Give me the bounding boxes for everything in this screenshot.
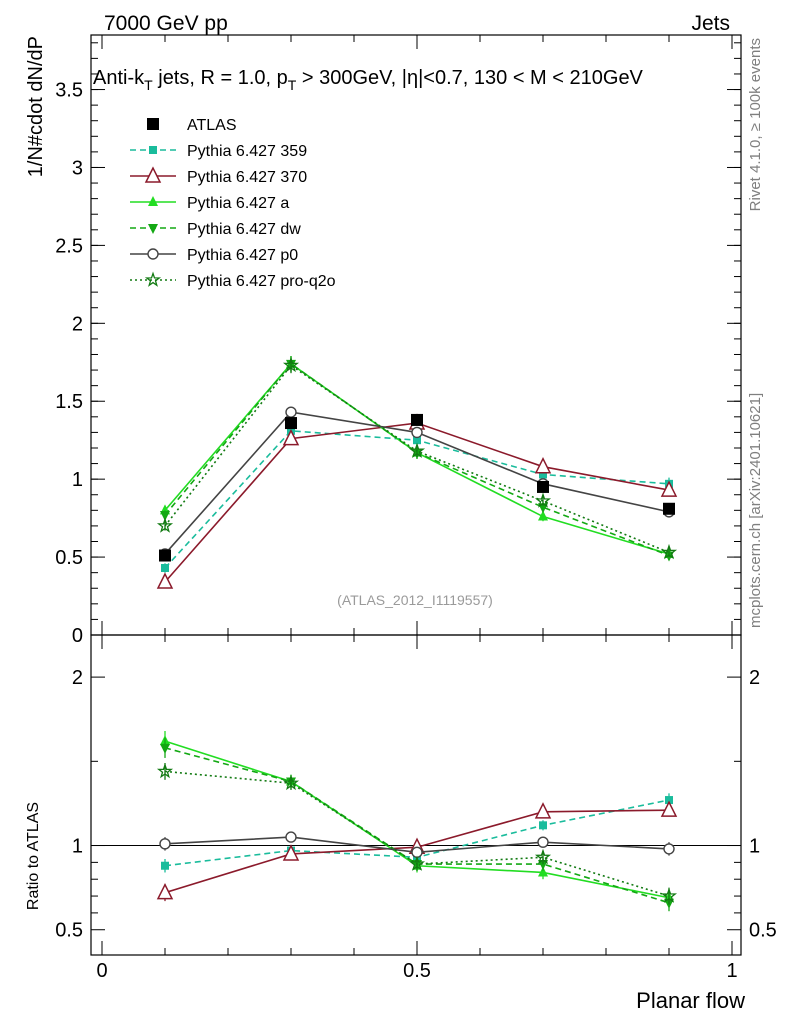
- ratio-y-axis-label: Ratio to ATLAS: [25, 802, 42, 910]
- series-1-ratio-point: [534, 802, 552, 819]
- legend-label-5: Pythia 6.427 pro-q2o: [187, 273, 336, 290]
- legend-label-atlas: ATLAS: [187, 117, 237, 134]
- legend-label-3: Pythia 6.427 dw: [187, 221, 301, 238]
- series-5-point: [156, 517, 174, 533]
- analysis-id-watermark: (ATLAS_2012_I1119557): [337, 592, 493, 608]
- legend-marker-0: [149, 146, 157, 154]
- series-3-ratio-point: [160, 743, 170, 754]
- series-5-point: [534, 492, 552, 508]
- mcplots-label: mcplots.cern.ch [arXiv:2401.10621]: [747, 393, 764, 628]
- atlas-data-point: [285, 417, 297, 430]
- series-0-point: [413, 436, 421, 445]
- series-2-point: [538, 510, 548, 521]
- ratio-plot-frame: [90, 634, 742, 956]
- atlas-data-point: [159, 549, 171, 562]
- series-3-ratio-line: [164, 747, 670, 904]
- series-4-point: [411, 426, 423, 439]
- series-5-ratio-point: [660, 887, 678, 903]
- rivet-version-label: Rivet 4.1.0, ≥ 100k events: [747, 38, 764, 211]
- x-axis-label: Planar flow: [636, 988, 745, 1013]
- y-tick-label: 2: [72, 313, 83, 335]
- series-1-ratio-point: [156, 883, 174, 900]
- series-4-ratio-point: [537, 836, 549, 848]
- series-3-ratio-point: [538, 860, 548, 871]
- legend-marker-4: [147, 248, 159, 260]
- legend-marker-2: [148, 196, 158, 206]
- atlas-data-point: [411, 413, 423, 426]
- series-5-point: [408, 442, 426, 459]
- x-tick-label: 0.5: [403, 960, 431, 982]
- legend: ATLAS Pythia 6.427 359 Pythia 6.427 370 Pyt…: [130, 117, 336, 290]
- series-1-ratio-point: [282, 844, 300, 861]
- y-axis-label: 1/N#cdot dN/dP: [25, 36, 47, 177]
- series-4-ratio-point: [285, 831, 297, 843]
- series-0-ratio-point: [161, 861, 169, 870]
- process-label: Jets: [691, 12, 730, 35]
- series-4-ratio-point: [159, 838, 171, 850]
- series-3-line: [164, 362, 670, 557]
- series-0-point: [161, 563, 169, 572]
- legend-marker-1: [144, 166, 162, 183]
- legend-label-4: Pythia 6.427 p0: [187, 247, 298, 264]
- ratio-tick-label-left: 1: [72, 836, 83, 858]
- ratio-tick-label-right: 2: [749, 667, 760, 689]
- y-tick-label: 3: [72, 157, 83, 179]
- series-5-point: [660, 543, 678, 560]
- series-4-point: [285, 406, 297, 418]
- legend-marker-atlas: [147, 118, 159, 130]
- y-tick-label: 0.5: [55, 547, 83, 569]
- ratio-tick-label-right: 0.5: [749, 920, 777, 942]
- series-0-point: [539, 470, 547, 479]
- series-1-point: [660, 480, 678, 497]
- legend-marker-3: [148, 224, 158, 234]
- series-2-ratio-line: [164, 740, 670, 899]
- atlas-data-point: [663, 502, 675, 515]
- series-5-point: [282, 356, 300, 373]
- series-1-point: [156, 572, 174, 589]
- y-tick-label: 1.5: [55, 391, 83, 413]
- series-2-ratio-point: [538, 866, 548, 877]
- x-tick-label: 0: [96, 960, 107, 982]
- y-tick-label: 3.5: [55, 80, 83, 102]
- series-0-ratio-point: [539, 821, 547, 830]
- ratio-tick-label-left: 2: [72, 667, 83, 689]
- series-5-ratio-point: [408, 855, 426, 871]
- series-5-ratio-point: [282, 774, 300, 791]
- legend-label-2: Pythia 6.427 a: [187, 195, 289, 212]
- ratio-tick-label-left: 0.5: [55, 920, 83, 942]
- atlas-data-point: [537, 480, 549, 493]
- series-1-point: [282, 428, 300, 446]
- series-5-ratio-point: [534, 848, 552, 865]
- x-tick-label: 1: [726, 960, 737, 982]
- y-tick-label: 1: [72, 469, 83, 491]
- series-3-point: [160, 511, 170, 521]
- series-1-ratio-point: [660, 800, 678, 817]
- series-5-ratio-point: [156, 762, 174, 779]
- legend-marker-5: [144, 271, 162, 287]
- series-4-ratio-point: [663, 843, 675, 855]
- series-1-point: [534, 457, 552, 474]
- series-5-ratio-line: [164, 770, 670, 897]
- y-tick-label: 0: [72, 625, 83, 647]
- y-tick-label: 2.5: [55, 235, 83, 257]
- series-0-ratio-point: [665, 796, 673, 805]
- plot-title: Anti-kT jets, R = 1.0, pT > 300GeV, |η|<…: [93, 67, 644, 93]
- legend-label-0: Pythia 6.427 359: [187, 143, 307, 160]
- ratio-tick-label-right: 1: [749, 836, 760, 858]
- energy-label: 7000 GeV pp: [104, 12, 228, 35]
- legend-label-1: Pythia 6.427 370: [187, 169, 307, 186]
